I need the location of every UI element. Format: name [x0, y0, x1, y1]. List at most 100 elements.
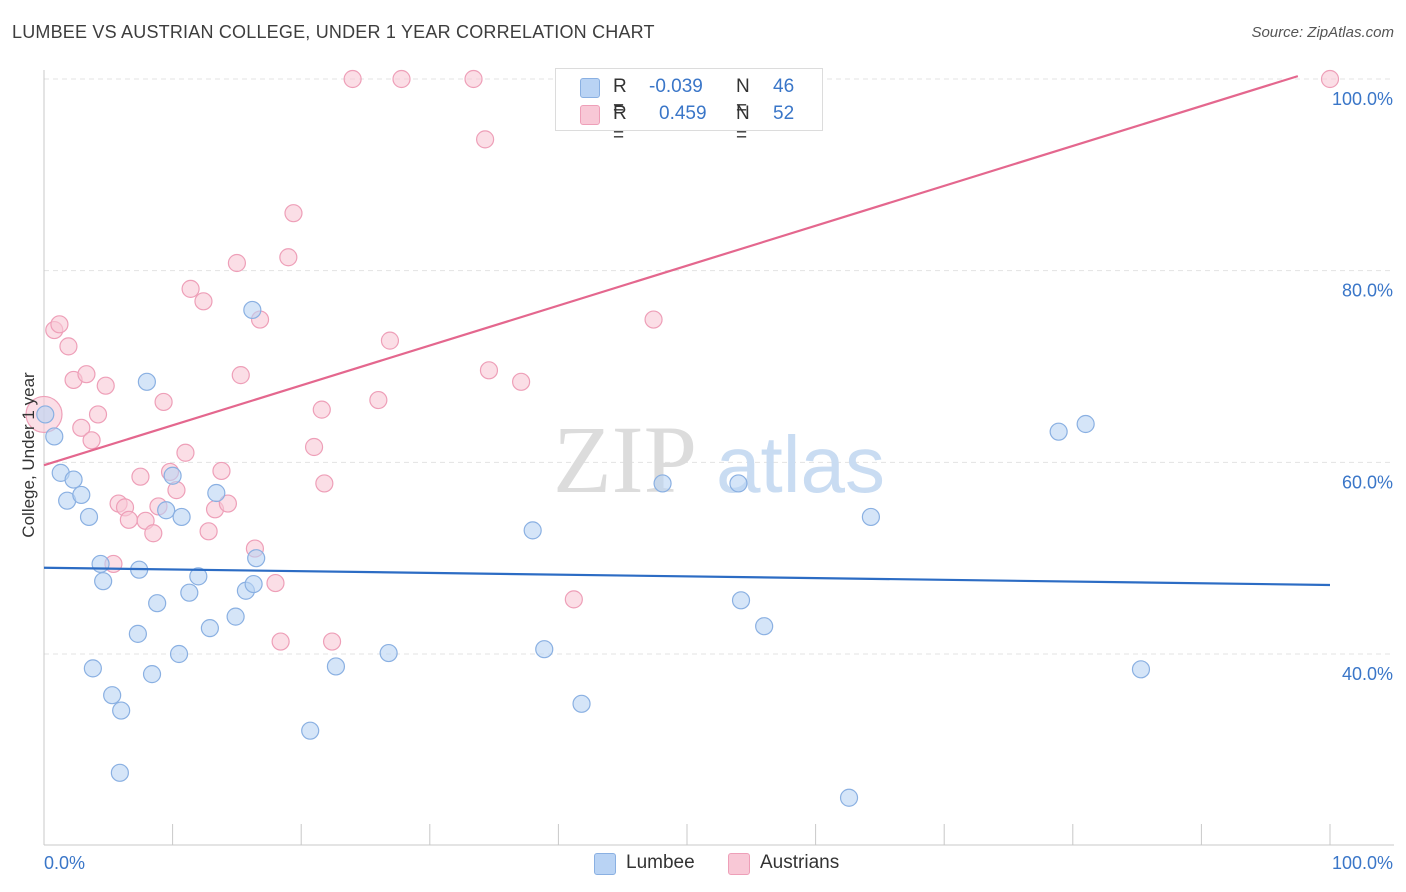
austrians-point — [199, 522, 218, 541]
x-tick-label: 0.0% — [44, 853, 85, 873]
tick-labels: 40.0% 60.0% 80.0% 100.0% 0.0% 100.0% — [44, 89, 1393, 873]
austrians-point — [119, 510, 138, 529]
lumbee-point — [128, 624, 147, 643]
lumbee-point — [839, 788, 859, 807]
austrians-point — [271, 632, 290, 651]
axes — [43, 70, 1394, 846]
austrians-point — [279, 248, 298, 267]
lumbee-point — [572, 694, 591, 713]
austrians-point — [59, 337, 78, 356]
austrians-point — [512, 372, 531, 391]
austrians-point — [227, 253, 246, 273]
lumbee-legend-label: Lumbee — [626, 852, 695, 873]
austrians-point — [72, 418, 91, 437]
lumbee-point — [157, 501, 176, 520]
y-tick-label: 100.0% — [1332, 89, 1393, 109]
lumbee-point — [91, 554, 110, 574]
lumbee-point — [83, 659, 102, 678]
austrians-point — [266, 573, 285, 593]
lumbee-point — [148, 594, 167, 613]
r-label: R = — [613, 76, 627, 119]
lumbee-point — [1131, 660, 1151, 679]
lumbee-point — [379, 643, 398, 663]
lumbee-point — [243, 300, 262, 320]
r-label: R = — [613, 103, 627, 146]
austrians-point — [464, 69, 483, 89]
trend-lines — [43, 75, 1331, 587]
lumbee-point — [200, 619, 219, 638]
lumbee-point — [861, 507, 880, 527]
austrians-point — [564, 590, 583, 609]
austrians-swatch — [580, 105, 600, 125]
lumbee-point — [110, 763, 129, 782]
lumbee-point — [207, 483, 226, 503]
lumbee-point — [755, 617, 774, 636]
austrians-point — [82, 431, 101, 450]
lumbee-legend-swatch — [594, 853, 616, 875]
stats-legend: R = -0.039 N = 46 R = 0.459 N = 52 — [555, 68, 823, 146]
lumbee-point — [169, 644, 189, 664]
grid — [44, 78, 1394, 655]
lumbee-point — [326, 657, 346, 676]
lumbee-point — [729, 474, 748, 493]
n-label: N = — [736, 103, 750, 146]
austrians-point — [284, 204, 303, 223]
lumbee-point — [72, 485, 91, 505]
lumbee-point — [103, 686, 122, 705]
n-value: 46 — [773, 76, 795, 97]
austrians-point — [96, 376, 115, 395]
austrians-points — [25, 69, 1340, 651]
austrians-point — [144, 524, 163, 543]
lumbee-point — [653, 474, 672, 493]
austrians-point — [304, 437, 324, 457]
austrians-point — [154, 392, 173, 412]
austrians-legend-label: Austrians — [760, 852, 840, 873]
lumbee-point — [226, 607, 245, 626]
lumbee-point — [301, 721, 320, 740]
lumbee-point — [36, 405, 55, 424]
austrians-point — [479, 361, 499, 380]
lumbee-trend-line — [43, 566, 1331, 587]
lumbee-point — [180, 583, 199, 602]
lumbee-point — [137, 372, 156, 391]
austrians-point — [475, 130, 495, 149]
source-credit: Source: ZipAtlas.com — [1251, 24, 1394, 41]
austrians-point — [644, 310, 663, 329]
austrians-point — [380, 331, 400, 350]
lumbee-points — [36, 300, 1151, 807]
austrians-point — [369, 390, 388, 410]
austrians-point — [218, 494, 237, 513]
lumbee-point — [112, 701, 131, 720]
lumbee-swatch — [580, 78, 600, 98]
watermark-atlas: atlas — [716, 420, 885, 509]
watermark-zip: ZIP — [553, 406, 697, 513]
austrians-point — [176, 443, 195, 462]
austrians-point — [88, 405, 108, 424]
lumbee-point — [189, 567, 208, 586]
x-tick-label: 100.0% — [1332, 853, 1393, 873]
lumbee-point — [45, 427, 64, 446]
lumbee-point — [523, 521, 542, 540]
r-value: -0.039 — [649, 76, 703, 97]
y-tick-label: 80.0% — [1342, 281, 1393, 301]
austrians-point — [194, 292, 213, 311]
lumbee-point — [244, 574, 263, 594]
austrians-point — [343, 69, 362, 89]
watermark: ZIP atlas — [553, 406, 885, 513]
n-label: N = — [736, 76, 750, 119]
r-value: 0.459 — [659, 103, 707, 124]
chart-title: LUMBEE VS AUSTRIAN COLLEGE, UNDER 1 YEAR… — [12, 22, 655, 42]
y-tick-label: 40.0% — [1342, 664, 1393, 684]
n-value: 52 — [773, 103, 795, 124]
lumbee-point — [1076, 414, 1095, 434]
austrians-point — [181, 279, 200, 298]
austrians-point — [1320, 69, 1340, 89]
austrians-point — [392, 69, 411, 89]
lumbee-point — [535, 640, 554, 659]
austrians-point — [212, 461, 231, 481]
austrians-point — [131, 467, 150, 486]
lumbee-point — [142, 665, 162, 684]
austrians-point — [231, 366, 250, 385]
austrians-trend-line — [43, 75, 1299, 467]
